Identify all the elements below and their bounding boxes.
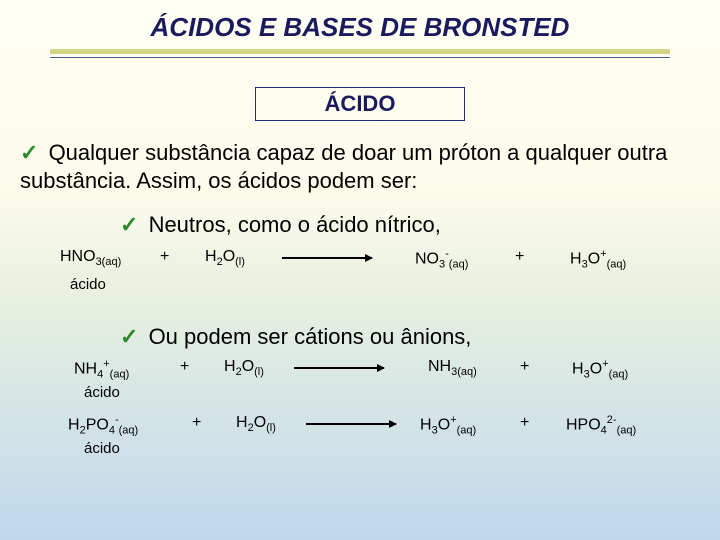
arrow-icon: [294, 367, 384, 369]
arrow-icon: [306, 423, 396, 425]
eq2-p1: NH3(aq): [428, 358, 477, 378]
sub-bullet-1: ✓ Neutros, como o ácido nítrico,: [120, 212, 700, 238]
plus-icon: +: [180, 358, 189, 376]
equation-3: H2PO4-(aq) + H2O(l) H3O+(aq) + HPO42-(aq…: [20, 412, 700, 464]
bullet-main: ✓ Qualquer substância capaz de doar um p…: [20, 139, 700, 194]
equation-1: HNO3(aq) + H2O(l) NO3-(aq) + H3O+(aq) ác…: [20, 246, 700, 302]
subtitle: ÁCIDO: [325, 91, 396, 116]
acido-label: ácido: [70, 276, 106, 293]
acido-label: ácido: [84, 384, 120, 401]
plus-icon: +: [192, 414, 201, 432]
eq1-r2: H2O(l): [205, 248, 245, 268]
eq1-r1: HNO3(aq): [60, 248, 121, 268]
content: ✓ Qualquer substância capaz de doar um p…: [0, 121, 720, 464]
eq3-r2: H2O(l): [236, 414, 276, 434]
page-title: ÁCIDOS E BASES DE BRONSTED: [151, 12, 570, 43]
eq3-p2: HPO42-(aq): [566, 414, 636, 437]
eq3-r1: H2PO4-(aq): [68, 414, 138, 437]
eq3-p1: H3O+(aq): [420, 414, 476, 437]
arrow-icon: [282, 257, 372, 259]
check-icon: ✓: [120, 212, 138, 237]
plus-icon: +: [160, 248, 169, 266]
sub-bullet-text2: Ou podem ser cátions ou ânions,: [149, 324, 472, 349]
eq2-r1: NH4+(aq): [74, 358, 129, 381]
bullet-text: Qualquer substância capaz de doar um pró…: [20, 140, 667, 193]
subtitle-box: ÁCIDO: [255, 87, 465, 121]
plus-icon: +: [520, 414, 529, 432]
title-area: ÁCIDOS E BASES DE BRONSTED: [0, 0, 720, 61]
eq2-p2: H3O+(aq): [572, 358, 628, 381]
eq2-r2: H2O(l): [224, 358, 264, 378]
sub-bullet-2: ✓ Ou podem ser cátions ou ânions,: [120, 324, 700, 350]
sub-bullet-text: Neutros, como o ácido nítrico,: [149, 212, 441, 237]
title-underline: [50, 49, 670, 61]
acido-label: ácido: [84, 440, 120, 457]
equation-2: NH4+(aq) + H2O(l) NH3(aq) + H3O+(aq) áci…: [20, 356, 700, 408]
plus-icon: +: [515, 248, 524, 266]
check-icon: ✓: [120, 324, 138, 349]
check-icon: ✓: [20, 140, 38, 165]
eq1-p1: NO3-(aq): [415, 248, 468, 271]
plus-icon: +: [520, 358, 529, 376]
eq1-p2: H3O+(aq): [570, 248, 626, 271]
